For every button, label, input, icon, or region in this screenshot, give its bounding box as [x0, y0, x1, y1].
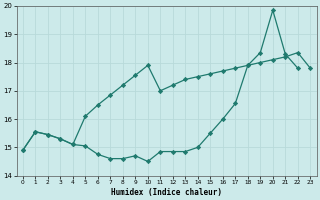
X-axis label: Humidex (Indice chaleur): Humidex (Indice chaleur): [111, 188, 222, 197]
